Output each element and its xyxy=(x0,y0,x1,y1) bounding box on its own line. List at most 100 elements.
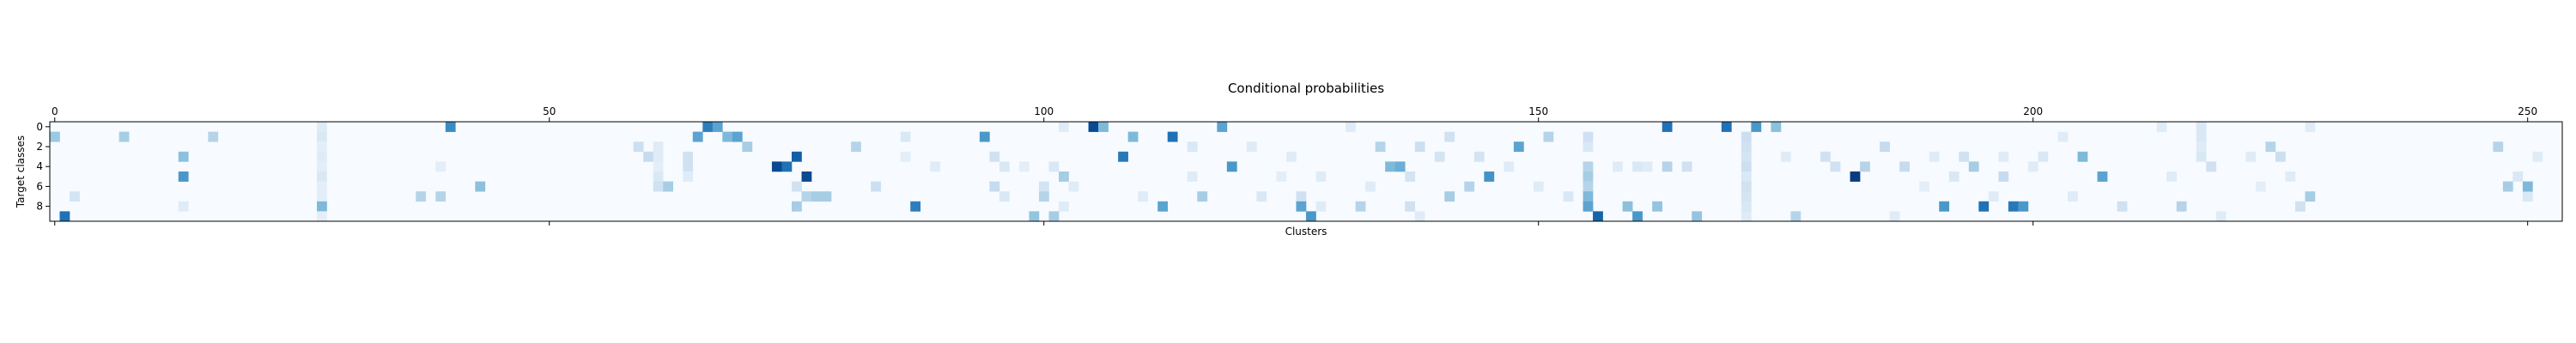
heatmap-cell xyxy=(1622,201,1633,212)
y-tick-label: 8 xyxy=(36,201,43,213)
heatmap-cell xyxy=(989,181,1000,192)
heatmap-cell xyxy=(2018,201,2029,212)
heatmap-cell xyxy=(791,201,802,212)
heatmap-cell xyxy=(1513,141,1524,153)
heatmap-cell xyxy=(2068,191,2078,202)
heatmap-cell xyxy=(1315,172,1327,182)
heatmap-cell xyxy=(871,181,881,192)
heatmap-cell xyxy=(1721,122,1732,132)
heatmap-cell xyxy=(900,151,911,162)
heatmap-cell xyxy=(2275,151,2286,162)
heatmap-cell xyxy=(1414,141,1425,153)
heatmap-cell xyxy=(317,122,327,132)
heatmap-cell xyxy=(1315,201,1327,212)
heatmap-cell xyxy=(2176,201,2187,212)
y-tick-label: 6 xyxy=(36,180,43,192)
heatmap-cell xyxy=(1850,172,1861,182)
heatmap-cell xyxy=(317,131,327,142)
heatmap-cell xyxy=(1018,161,1030,172)
heatmap-cell xyxy=(653,161,664,172)
heatmap-cell xyxy=(1978,201,1990,212)
heatmap-cell xyxy=(1405,172,1416,182)
heatmap-cell xyxy=(1968,161,1979,172)
heatmap-cell xyxy=(930,161,941,172)
heatmap-cell xyxy=(1652,201,1663,212)
heatmap-cell xyxy=(1444,191,1455,202)
heatmap-cell xyxy=(1405,201,1416,212)
heatmap-cell xyxy=(1880,141,1890,153)
heatmap-cell xyxy=(1751,122,1762,132)
heatmap-cell xyxy=(178,172,189,182)
heatmap-cell xyxy=(2206,161,2217,172)
heatmap-cell xyxy=(2117,201,2128,212)
heatmap-cell xyxy=(475,181,486,192)
heatmap-cell xyxy=(979,131,990,142)
heatmap-cell xyxy=(1306,211,1316,222)
heatmap-cell xyxy=(653,181,664,192)
heatmap-cell xyxy=(1741,201,1752,212)
heatmap-cell xyxy=(2285,172,2296,182)
heatmap-cell xyxy=(1563,191,1574,202)
heatmap-cell xyxy=(2294,201,2306,212)
heatmap-cell xyxy=(2522,191,2533,202)
heatmap-cell xyxy=(118,131,130,142)
heatmap-cell xyxy=(771,161,782,172)
heatmap-cell xyxy=(2255,181,2266,192)
heatmap-cell xyxy=(1583,181,1594,192)
heatmap-cell xyxy=(1780,151,1791,162)
heatmap-cell xyxy=(178,201,189,212)
heatmap-cell xyxy=(653,151,664,162)
heatmap-cell xyxy=(2027,161,2038,172)
heatmap-cell xyxy=(1088,122,1099,132)
y-tick-label: 4 xyxy=(36,160,43,172)
heatmap-cell xyxy=(1681,161,1692,172)
heatmap-cell xyxy=(2215,211,2227,222)
heatmap-cell xyxy=(1365,181,1376,192)
heatmap-cell xyxy=(801,191,812,202)
heatmap-cell xyxy=(1068,181,1079,192)
x-tick-label: 250 xyxy=(2518,105,2537,117)
x-axis-label: Clusters xyxy=(1285,226,1327,238)
heatmap-cell xyxy=(683,151,694,162)
heatmap-cell xyxy=(1613,161,1623,172)
heatmap-cell xyxy=(1296,191,1307,202)
heatmap-cell xyxy=(2057,131,2069,142)
heatmap-cell xyxy=(1771,122,1782,132)
heatmap-cell xyxy=(1741,172,1752,182)
heatmap-cell xyxy=(989,151,1000,162)
chart-title: Conditional probabilities xyxy=(1228,81,1384,96)
heatmap-cell xyxy=(1038,191,1049,202)
heatmap-cell xyxy=(1048,161,1060,172)
heatmap-cell xyxy=(1692,211,1703,222)
heatmap-cell xyxy=(1583,191,1594,202)
heatmap-cell xyxy=(2156,122,2167,132)
heatmap-cell xyxy=(2512,172,2524,182)
heatmap-cell xyxy=(1246,141,1257,153)
heatmap-cell xyxy=(1059,172,1069,182)
heatmap-cell xyxy=(1642,161,1653,172)
heatmap-cell xyxy=(722,131,733,142)
heatmap-cell xyxy=(791,151,802,162)
heatmap-cell xyxy=(50,131,60,142)
heatmap-cell xyxy=(1662,161,1673,172)
heatmap-cell xyxy=(1741,181,1752,192)
heatmap-cell xyxy=(1346,122,1356,132)
heatmap-cell xyxy=(910,201,921,212)
heatmap-cell xyxy=(1187,172,1198,182)
heatmap-cell xyxy=(317,191,327,202)
heatmap-cell xyxy=(1583,131,1594,142)
heatmap-cell xyxy=(2265,141,2276,153)
heatmap-cell xyxy=(643,151,653,162)
heatmap-cell xyxy=(791,181,802,192)
heatmap-cell xyxy=(1988,191,1999,202)
heatmap-cell xyxy=(1741,191,1752,202)
heatmap-cell xyxy=(317,211,327,222)
heatmap-cell xyxy=(1998,151,2009,162)
heatmap-cell xyxy=(2166,172,2178,182)
heatmap-cell xyxy=(1394,161,1406,172)
heatmap-cell xyxy=(1167,131,1178,142)
heatmap-cell xyxy=(1959,151,1970,162)
heatmap-cell xyxy=(435,191,447,202)
heatmap-cell xyxy=(1048,211,1060,222)
